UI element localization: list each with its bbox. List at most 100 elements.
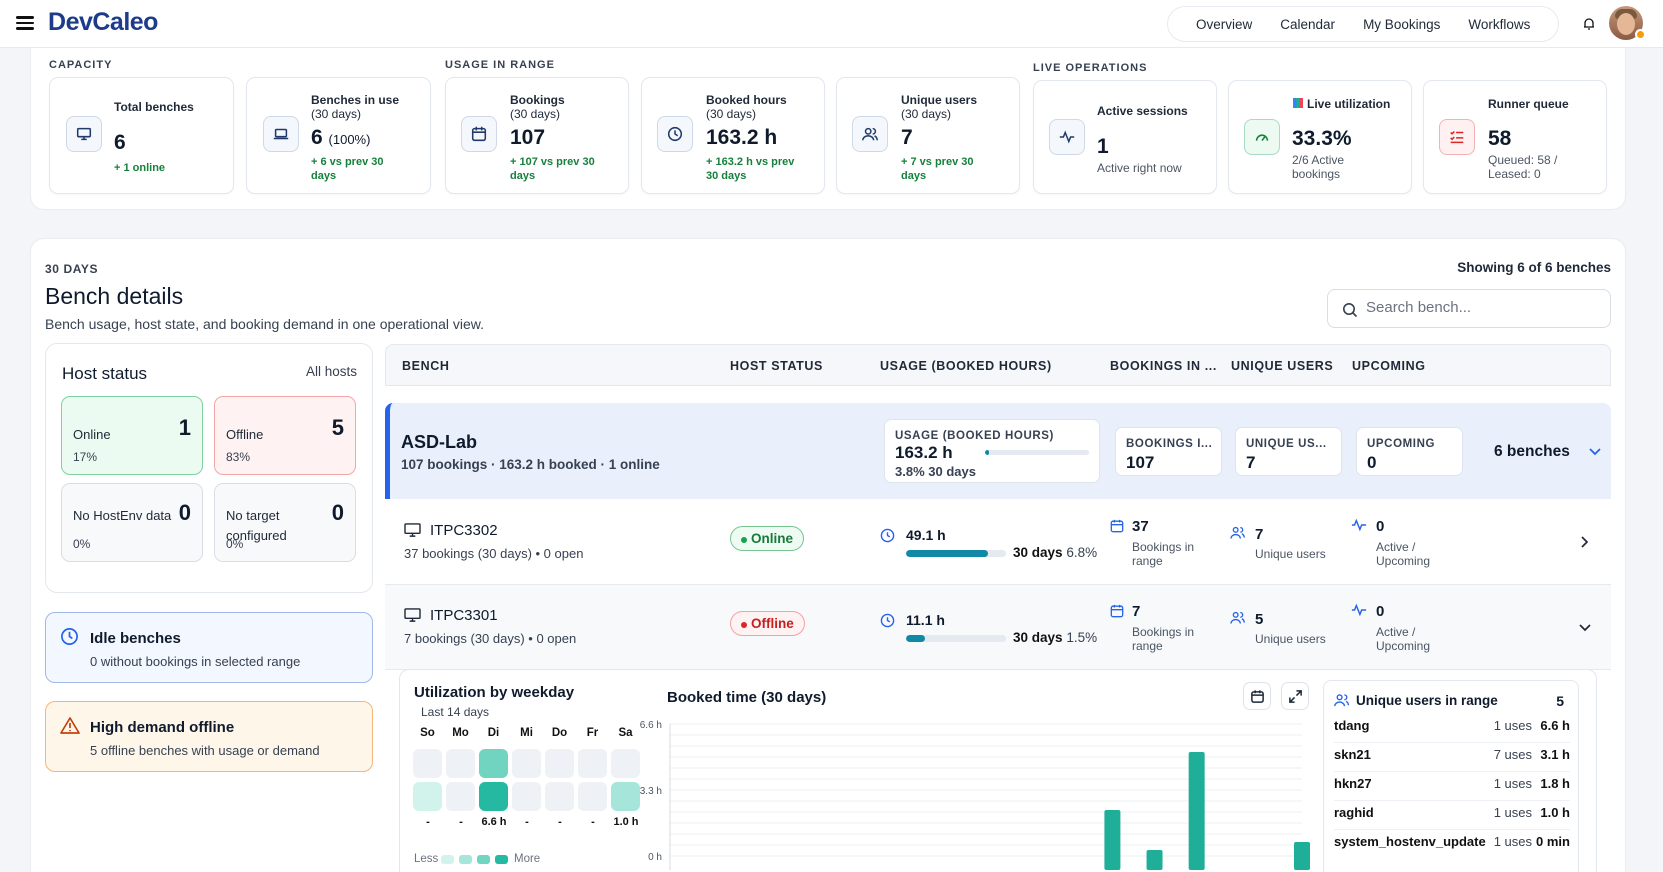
heatmap-cell[interactable]	[611, 749, 640, 778]
users-icon	[852, 116, 888, 152]
col-upcoming[interactable]: UPCOMING	[1352, 359, 1426, 373]
table-row[interactable]: ITPC3302 37 bookings (30 days) • 0 open …	[385, 500, 1611, 585]
heatmap-cell[interactable]	[578, 782, 607, 811]
host-nodata-tile[interactable]: No HostEnv data 0 0%	[61, 483, 203, 562]
nav-overview[interactable]: Overview	[1196, 16, 1253, 32]
chart-bar	[1146, 850, 1163, 870]
heatmap-cell[interactable]	[512, 749, 541, 778]
y-tick-label: 0 h	[648, 852, 662, 863]
card-live-utilization: Live utilization 33.3% 2/6 Active bookin…	[1228, 80, 1412, 194]
weekday-total: -	[558, 816, 562, 828]
card-benches-in-use: Benches in use (30 days) 6 (100%) + 6 vs…	[246, 77, 431, 194]
upcoming-value: 0	[1376, 603, 1385, 620]
weekday-total: -	[591, 816, 595, 828]
hamburger-menu-icon[interactable]	[14, 13, 36, 33]
live-utilization-title: Live utilization	[1293, 97, 1390, 111]
bench-summary: 7 bookings (30 days) • 0 open	[404, 631, 577, 646]
booked-time-title: Booked time (30 days)	[667, 689, 827, 706]
legend-less: Less	[414, 853, 439, 865]
calendar-icon	[1110, 519, 1124, 533]
col-bench[interactable]: BENCH	[402, 359, 450, 373]
chart-bar	[1188, 752, 1205, 870]
clock-icon	[657, 116, 693, 152]
high-demand-offline-card[interactable]: High demand offline 5 offline benches wi…	[45, 701, 373, 772]
col-usage[interactable]: USAGE (BOOKED HOURS)	[880, 359, 1052, 373]
activity-icon	[1351, 518, 1367, 532]
heatmap-cell[interactable]	[446, 749, 475, 778]
search-icon	[1343, 303, 1358, 318]
group-name: ASD-Lab	[401, 432, 477, 452]
capacity-section-label: CAPACITY	[49, 59, 113, 71]
heatmap-cell[interactable]	[413, 749, 442, 778]
heatmap-cell[interactable]	[545, 749, 574, 778]
bell-icon[interactable]	[1583, 17, 1595, 31]
heatmap-cell[interactable]	[446, 782, 475, 811]
calendar-icon	[1110, 604, 1124, 618]
laptop-icon	[263, 116, 299, 152]
host-notarget-tile[interactable]: No target configured 0 0%	[214, 483, 356, 562]
weekday-label: So	[420, 727, 435, 739]
group-bench-count[interactable]: 6 benches	[1494, 443, 1570, 460]
nav-workflows[interactable]: Workflows	[1468, 16, 1531, 32]
legend-swatch-3	[477, 855, 490, 864]
col-bookings[interactable]: BOOKINGS IN ...	[1110, 359, 1217, 373]
heatmap-cell[interactable]	[479, 749, 508, 778]
chevron-right-icon[interactable]	[1580, 535, 1590, 549]
idle-benches-card[interactable]: Idle benches 0 without bookings in selec…	[45, 612, 373, 683]
live-section-label: LIVE OPERATIONS	[1033, 62, 1148, 74]
host-filter[interactable]: All hosts	[305, 364, 357, 379]
app-logo[interactable]: DevCaleo	[48, 8, 158, 36]
y-tick-label: 3.3 h	[640, 786, 662, 797]
user-row: skn21 7 uses 3.1 h	[1334, 744, 1570, 772]
nav-calendar[interactable]: Calendar	[1280, 16, 1336, 32]
card-bookings: Bookings (30 days) 107 + 107 vs prev 30 …	[445, 77, 629, 194]
heatmap-cell[interactable]	[578, 749, 607, 778]
col-unique-users[interactable]: UNIQUE USERS	[1231, 359, 1334, 373]
weekday-title: Utilization by weekday	[414, 684, 575, 701]
users-value: 7	[1255, 526, 1264, 543]
table-row[interactable]: ITPC3301 7 bookings (30 days) • 0 open O…	[385, 585, 1611, 670]
usage-period: 30 days 1.5%	[1013, 630, 1098, 645]
unique-users-card: Unique users in range 5 tdang 1 uses 6.6 h…	[1323, 680, 1579, 872]
search-input[interactable]	[1366, 299, 1596, 316]
expand-icon	[1288, 689, 1302, 703]
chart-bars-icon	[1293, 98, 1303, 108]
card-booked-hours: Booked hours (30 days) 163.2 h + 163.2 h…	[641, 77, 825, 194]
group-usage-bar	[985, 450, 1089, 455]
weekday-total: -	[459, 816, 463, 828]
group-row-asd-lab[interactable]: ASD-Lab 107 bookings · 163.2 h booked · …	[385, 403, 1611, 499]
weekday-label: Do	[551, 727, 568, 739]
details-eyebrow: 30 DAYS	[45, 262, 99, 276]
heatmap-cell[interactable]	[545, 782, 574, 811]
legend-swatch-2	[459, 855, 472, 864]
chevron-down-icon[interactable]	[1588, 447, 1602, 457]
chart-bar	[1294, 842, 1310, 870]
legend-swatch-1	[441, 855, 454, 864]
user-row: hkn27 1 uses 1.8 h	[1334, 773, 1570, 801]
usage-value: 11.1 h	[906, 612, 945, 628]
expand-button[interactable]	[1281, 682, 1309, 710]
heatmap-cell[interactable]	[611, 782, 640, 811]
unique-users-title: Unique users in range	[1356, 693, 1498, 708]
card-runner-queue: Runner queue 58 Queued: 58 / Leased: 0	[1423, 80, 1607, 194]
unique-users-count: 5	[1556, 693, 1564, 709]
col-host-status[interactable]: HOST STATUS	[730, 359, 823, 373]
table-header: BENCH HOST STATUS USAGE (BOOKED HOURS) B…	[385, 344, 1611, 386]
heatmap-cell[interactable]	[512, 782, 541, 811]
bench-name[interactable]: ITPC3301	[430, 607, 498, 624]
clock-icon	[880, 528, 895, 543]
calendar-icon	[461, 116, 497, 152]
heatmap-cell[interactable]	[479, 782, 508, 811]
group-bookings-box: BOOKINGS I... 107	[1115, 427, 1222, 476]
host-offline-tile[interactable]: Offline 5 83%	[214, 396, 356, 475]
weekday-subtitle: Last 14 days	[421, 705, 490, 719]
heatmap-cell[interactable]	[413, 782, 442, 811]
avatar-status-dot	[1635, 29, 1646, 40]
users-icon	[1334, 694, 1350, 707]
nav-my-bookings[interactable]: My Bookings	[1363, 16, 1441, 32]
bench-name[interactable]: ITPC3302	[430, 522, 498, 539]
chevron-down-icon[interactable]	[1578, 623, 1592, 633]
host-online-tile[interactable]: Online 1 17%	[61, 396, 203, 475]
calendar-button[interactable]	[1243, 682, 1271, 710]
legend-more: More	[514, 853, 541, 865]
